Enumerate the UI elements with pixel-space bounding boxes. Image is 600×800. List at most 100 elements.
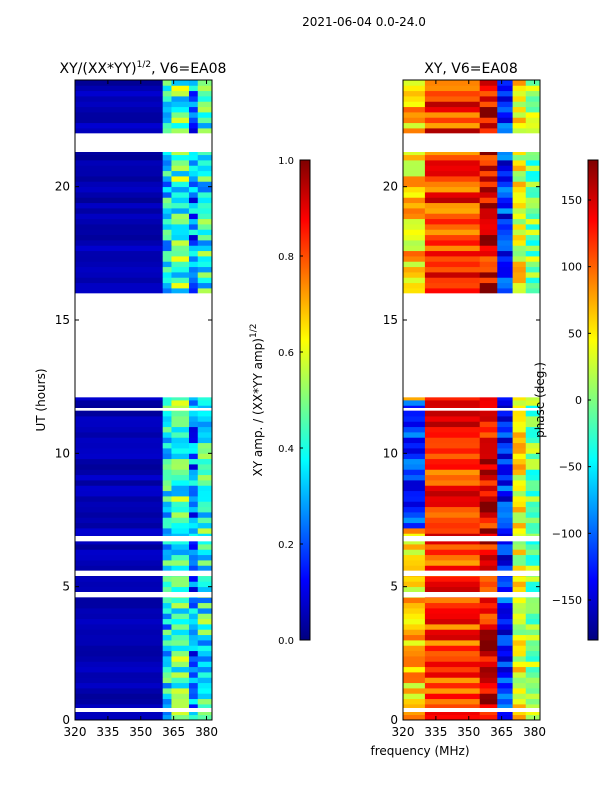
phase-heatmap-cell xyxy=(424,149,481,156)
phase-heatmap-cell xyxy=(512,160,527,166)
phase-heatmap-cell xyxy=(479,186,498,193)
amplitude-heatmap-cell xyxy=(75,394,164,401)
amplitude-heatmap-cell xyxy=(188,464,199,470)
amplitude-heatmap-cell xyxy=(188,565,199,572)
phase-heatmap-cell xyxy=(424,213,481,220)
phase-data-gap xyxy=(403,536,540,542)
phase-heatmap-cell xyxy=(424,618,481,625)
phase-heatmap-cell xyxy=(403,176,426,182)
phase-heatmap-cell xyxy=(497,528,513,534)
phase-heatmap-cell xyxy=(512,666,527,673)
amplitude-heatmap-cell xyxy=(171,160,190,166)
phase-x-tick-label: 320 xyxy=(392,725,415,739)
phase-heatmap-cell xyxy=(403,165,426,172)
amplitude-heatmap-cell xyxy=(188,554,199,561)
phase-heatmap-cell xyxy=(479,576,498,582)
phase-heatmap-cell xyxy=(403,672,426,678)
phase-heatmap-cell xyxy=(512,714,527,721)
phase-heatmap-cell xyxy=(403,394,426,401)
amplitude-heatmap-cell xyxy=(171,656,190,662)
phase-heatmap-cell xyxy=(512,512,527,518)
phase-heatmap-cell xyxy=(497,197,513,204)
phase-heatmap-cell xyxy=(479,80,498,86)
amplitude-heatmap-cell xyxy=(188,560,199,566)
amplitude-heatmap-cell xyxy=(171,256,190,262)
amplitude-heatmap-cell xyxy=(197,677,213,684)
amplitude-data-gap xyxy=(75,536,212,542)
phase-heatmap-cell xyxy=(403,250,426,257)
phase-heatmap-cell xyxy=(479,101,498,108)
phase-heatmap-cell xyxy=(512,597,527,604)
amplitude-heatmap-cell xyxy=(197,666,213,673)
amplitude-heatmap-cell xyxy=(197,442,213,449)
phase-heatmap-cell xyxy=(424,106,481,113)
phase-heatmap-cell xyxy=(512,506,527,513)
amplitude-heatmap-cell xyxy=(75,229,164,236)
phase-heatmap-cell xyxy=(525,618,541,625)
phase-heatmap-cell xyxy=(424,394,481,401)
phase-heatmap-cell xyxy=(403,149,426,156)
amplitude-heatmap-cell xyxy=(188,634,199,641)
phase-heatmap-cell xyxy=(479,645,498,652)
phase-heatmap-cell xyxy=(403,85,426,92)
amplitude-heatmap-cell xyxy=(171,469,190,476)
phase-heatmap-cell xyxy=(512,645,527,652)
phase-heatmap-cell xyxy=(424,266,481,273)
amplitude-heatmap-cell xyxy=(188,277,199,284)
phase-heatmap-cell xyxy=(424,512,481,518)
phase-x-tick-label: 350 xyxy=(457,725,480,739)
amplitude-colorbar-tick-label: 0.8 xyxy=(278,252,294,263)
amplitude-heatmap-cell xyxy=(188,480,199,486)
phase-heatmap-cell xyxy=(525,506,541,513)
amplitude-heatmap-cell xyxy=(162,666,172,673)
phase-heatmap-cell xyxy=(424,288,481,294)
amplitude-heatmap-cell xyxy=(188,245,199,252)
amplitude-heatmap-cell xyxy=(197,656,213,662)
phase-heatmap-cell xyxy=(525,208,541,214)
amplitude-heatmap-cell xyxy=(188,432,199,438)
phase-heatmap-cell xyxy=(497,394,513,401)
amplitude-heatmap-cell xyxy=(171,106,190,113)
phase-heatmap-cell xyxy=(479,261,498,268)
phase-heatmap-cell xyxy=(424,261,481,268)
amplitude-heatmap-cell xyxy=(197,416,213,422)
phase-heatmap-cell xyxy=(512,602,527,609)
amplitude-heatmap-cell xyxy=(171,117,190,124)
phase-heatmap-cell xyxy=(525,234,541,241)
amplitude-heatmap-cell xyxy=(75,522,164,529)
phase-heatmap-cell xyxy=(424,426,481,433)
amplitude-heatmap-cell xyxy=(197,458,213,465)
amplitude-heatmap-cell xyxy=(162,437,172,444)
phase-heatmap-cell xyxy=(424,202,481,209)
phase-heatmap-cell xyxy=(403,282,426,289)
phase-heatmap-cell xyxy=(479,517,498,524)
amplitude-heatmap-cell xyxy=(75,624,164,630)
phase-heatmap-cell xyxy=(479,581,498,588)
amplitude-heatmap-cell xyxy=(75,426,164,433)
phase-heatmap-cell xyxy=(497,634,513,641)
phase-colorbar-tick-label: 100 xyxy=(561,261,582,274)
amplitude-heatmap-cell xyxy=(171,282,190,289)
phase-heatmap-cell xyxy=(403,522,426,529)
amplitude-heatmap-cell xyxy=(75,197,164,204)
phase-heatmap-cell xyxy=(479,421,498,428)
phase-heatmap-cell xyxy=(479,112,498,118)
amplitude-heatmap-cell xyxy=(75,480,164,486)
amplitude-heatmap-cell xyxy=(188,213,199,220)
amplitude-heatmap-cell xyxy=(171,682,190,689)
amplitude-heatmap-cell xyxy=(188,437,199,444)
phase-heatmap-cell xyxy=(512,640,527,646)
phase-heatmap-cell xyxy=(497,661,513,668)
amplitude-heatmap-cell xyxy=(162,112,172,118)
amplitude-heatmap-cell xyxy=(188,522,199,529)
amplitude-heatmap-cell xyxy=(171,90,190,97)
amplitude-heatmap-cell xyxy=(171,698,190,705)
phase-heatmap-cell xyxy=(525,629,541,636)
phase-heatmap-cell xyxy=(512,469,527,476)
phase-heatmap-cell xyxy=(512,250,527,257)
amplitude-heatmap-cell xyxy=(162,421,172,428)
amplitude-heatmap-cell xyxy=(75,170,164,177)
amplitude-heatmap-cell xyxy=(197,480,213,486)
phase-heatmap-cell xyxy=(403,656,426,662)
